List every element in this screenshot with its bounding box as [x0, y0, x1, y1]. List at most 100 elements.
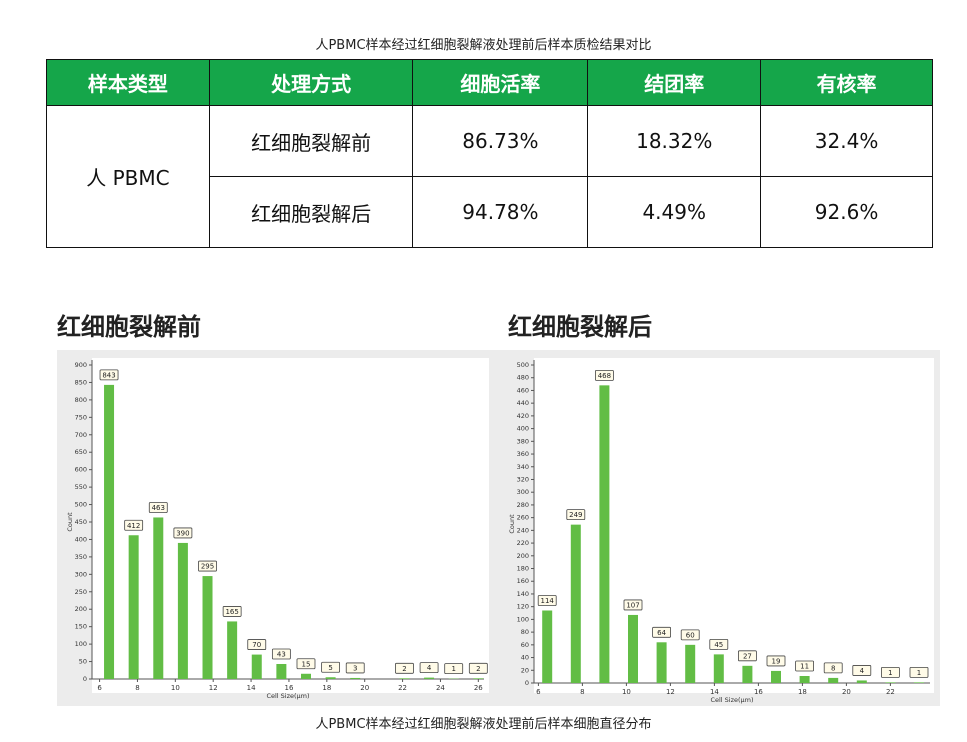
cell: 92.6%: [760, 176, 933, 248]
bar: [856, 680, 867, 683]
y-tick-label: 160: [517, 577, 529, 585]
y-tick-label: 350: [75, 553, 87, 561]
value-label: 165: [225, 608, 238, 616]
x-tick-label: 14: [247, 684, 256, 692]
value-label-box: [652, 626, 671, 638]
value-label: 27: [743, 652, 752, 660]
value-label: 1: [917, 669, 921, 677]
value-label-box: [795, 660, 814, 672]
value-label-box: [444, 663, 464, 675]
x-tick-label: 6: [536, 688, 541, 696]
x-tick-label: 16: [284, 684, 293, 692]
y-tick-label: 450: [75, 518, 87, 526]
y-tick-label: 100: [517, 615, 529, 623]
bar: [325, 677, 336, 679]
bar: [742, 665, 753, 683]
value-label-box: [148, 502, 168, 513]
table-caption: 人PBMC样本经过红细胞裂解液处理前后样本质检结果对比: [315, 38, 652, 53]
bar: [542, 610, 553, 683]
y-tick-label: 400: [517, 425, 529, 433]
value-label-box: [395, 662, 414, 674]
y-tick-label: 400: [75, 535, 87, 543]
y-tick-label: 600: [75, 466, 87, 474]
y-tick-label: 20: [521, 666, 529, 674]
value-label-box: [345, 662, 365, 674]
value-label: 4: [860, 667, 865, 675]
value-label: 107: [626, 601, 639, 609]
plot-background: [92, 358, 489, 693]
value-label: 60: [686, 631, 695, 639]
bar: [828, 677, 839, 683]
y-tick-label: 220: [517, 539, 529, 547]
value-label-box: [296, 658, 316, 670]
header-cell: 样本类型: [46, 59, 210, 106]
y-tick-label: 300: [75, 570, 87, 578]
bar: [202, 576, 213, 679]
value-label-box: [881, 666, 900, 678]
value-label: 468: [598, 372, 611, 380]
y-tick-label: 40: [521, 654, 529, 662]
bar: [685, 644, 696, 683]
y-tick-label: 380: [517, 437, 529, 445]
bar: [128, 535, 139, 679]
bar: [799, 676, 810, 683]
bar: [628, 614, 638, 683]
value-label-box: [709, 638, 729, 650]
value-label: 43: [277, 650, 286, 658]
bar: [227, 621, 238, 679]
x-tick-label: 6: [97, 684, 102, 692]
y-tick-label: 420: [517, 412, 529, 420]
value-label: 11: [800, 663, 809, 671]
y-tick-label: 500: [75, 501, 87, 509]
y-tick-label: 460: [517, 386, 529, 394]
y-tick-label: 340: [517, 463, 529, 471]
bar: [399, 678, 410, 679]
value-label-box: [419, 662, 439, 674]
x-tick-label: 22: [886, 688, 895, 696]
value-label-box: [595, 369, 614, 381]
x-tick-label: 8: [580, 688, 584, 696]
y-tick-label: 320: [517, 475, 529, 483]
bar: [276, 663, 287, 679]
value-label: 4: [427, 664, 432, 672]
x-tick-label: 20: [842, 688, 851, 696]
value-label-box: [124, 519, 144, 531]
y-tick-label: 50: [79, 658, 87, 666]
bar: [300, 673, 311, 679]
x-tick-label: 8: [135, 684, 139, 692]
value-label: 2: [402, 665, 406, 673]
value-label-box: [247, 639, 267, 650]
row: 红细胞裂解后 94.78% 4.49% 92.6%: [47, 176, 933, 248]
y-tick-label: 800: [75, 396, 87, 404]
plot-background: [534, 358, 934, 693]
y-tick-label: 200: [517, 552, 529, 560]
value-label-box: [99, 369, 119, 381]
y-tick-label: 200: [75, 605, 87, 613]
cell: 18.32%: [587, 105, 762, 177]
cell: 94.78%: [412, 176, 589, 248]
bar: [104, 384, 115, 679]
x-axis-label: Cell Size(μm): [266, 692, 309, 700]
x-tick-label: 16: [754, 688, 763, 696]
header-cell: 处理方式: [208, 59, 414, 106]
x-axis-label: Cell Size(μm): [710, 696, 753, 704]
x-tick-label: 22: [398, 684, 407, 692]
y-tick-label: 500: [517, 361, 529, 369]
value-label-box: [222, 606, 242, 617]
y-tick-label: 650: [75, 448, 87, 456]
cell: 4.49%: [587, 176, 762, 248]
bar: [153, 517, 164, 679]
cell: 红细胞裂解前: [208, 105, 414, 177]
y-tick-label: 550: [75, 483, 87, 491]
value-label: 5: [328, 664, 332, 672]
value-label: 463: [152, 504, 165, 512]
x-tick-label: 24: [436, 684, 445, 692]
y-tick-label: 750: [75, 413, 87, 421]
value-label: 45: [714, 641, 723, 649]
value-label-box: [566, 509, 586, 521]
y-tick-label: 360: [517, 450, 529, 458]
y-tick-label: 100: [75, 640, 87, 648]
value-label: 390: [176, 529, 189, 537]
value-label: 1: [888, 669, 892, 677]
value-label-box: [321, 661, 341, 673]
